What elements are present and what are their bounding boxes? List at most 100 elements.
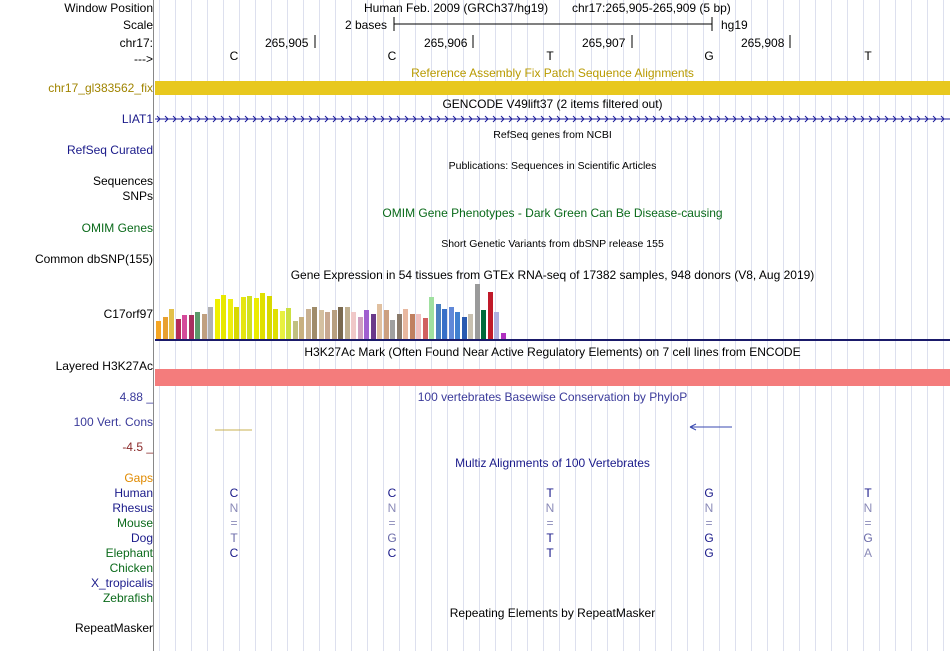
gtex-bar[interactable]	[201, 314, 207, 339]
gtex-bar[interactable]	[494, 312, 499, 339]
gtex-bar[interactable]	[435, 304, 441, 339]
gtex-bar[interactable]	[474, 284, 480, 339]
gtex-bar[interactable]	[461, 317, 467, 339]
gencode-chevron	[428, 115, 433, 123]
gtex-bar[interactable]	[429, 297, 434, 339]
species-label-x_tropicalis[interactable]: X_tropicalis	[90, 576, 153, 590]
gtex-bar[interactable]	[266, 296, 272, 339]
species-label-elephant[interactable]: Elephant	[105, 546, 153, 560]
gencode-chevron	[340, 115, 345, 123]
gtex-bar[interactable]	[221, 295, 226, 339]
species-label-dog[interactable]: Dog	[130, 531, 153, 545]
gtex-bar[interactable]	[487, 292, 493, 339]
species-label-mouse[interactable]: Mouse	[116, 516, 153, 530]
gtex-bar[interactable]	[312, 307, 317, 339]
gtex-bar[interactable]	[416, 314, 421, 339]
species-label-rhesus[interactable]: Rhesus	[112, 501, 153, 515]
phylop-title[interactable]: 100 vertebrates Basewise Conservation by…	[417, 390, 688, 404]
repeatmasker-title[interactable]: Repeating Elements by RepeatMasker	[449, 606, 656, 620]
gtex-bar[interactable]	[260, 293, 265, 339]
gtex-bar[interactable]	[351, 312, 356, 339]
publications-sequences-label[interactable]: Sequences	[92, 174, 153, 188]
species-label-chicken[interactable]: Chicken	[109, 561, 153, 575]
gtex-bar[interactable]	[377, 304, 382, 339]
species-label-zebrafish[interactable]: Zebrafish	[102, 591, 153, 605]
gtex-bar[interactable]	[442, 309, 447, 339]
omim-label[interactable]: OMIM Genes	[81, 221, 153, 235]
gtex-bar[interactable]	[383, 310, 389, 339]
gtex-label[interactable]: C17orf97	[103, 307, 153, 321]
gtex-bar[interactable]	[305, 309, 311, 339]
repeatmasker-label[interactable]: RepeatMasker	[74, 621, 153, 635]
gencode-chevron	[556, 115, 561, 123]
gencode-chevron	[900, 115, 905, 123]
gtex-bar[interactable]	[227, 299, 233, 339]
ref-base-2: C	[387, 49, 397, 63]
fix-patch-bar[interactable]	[155, 81, 950, 95]
omim-title[interactable]: OMIM Gene Phenotypes - Dark Green Can Be…	[382, 206, 723, 220]
gencode-chevron	[788, 115, 793, 123]
gencode-chevrons	[156, 115, 945, 123]
gencode-chevron	[404, 115, 409, 123]
publications-snps-label[interactable]: SNPs	[122, 189, 153, 203]
gtex-bar[interactable]	[318, 310, 324, 339]
gtex-bar[interactable]	[195, 312, 200, 339]
fix-patch-title[interactable]: Reference Assembly Fix Patch Sequence Al…	[411, 66, 694, 80]
gtex-bar[interactable]	[338, 307, 343, 339]
gtex-bar[interactable]	[325, 312, 330, 339]
gtex-bar[interactable]	[279, 311, 285, 339]
gtex-bar[interactable]	[481, 310, 486, 339]
gtex-bar[interactable]	[182, 315, 187, 339]
gtex-bar[interactable]	[292, 321, 298, 339]
gencode-chevron	[188, 115, 193, 123]
gtex-bar[interactable]	[403, 309, 408, 339]
gtex-bar[interactable]	[409, 314, 415, 339]
gtex-bar[interactable]	[468, 314, 473, 339]
gencode-label[interactable]: LIAT1	[121, 112, 153, 126]
gtex-bar[interactable]	[286, 308, 291, 339]
gtex-bar[interactable]	[299, 317, 304, 339]
publications-title[interactable]: Publications: Sequences in Scientific Ar…	[448, 160, 657, 172]
gtex-bar[interactable]	[156, 321, 161, 339]
gtex-bar[interactable]	[390, 320, 395, 339]
gtex-bar[interactable]	[253, 298, 259, 339]
gtex-bar[interactable]	[234, 307, 239, 339]
gencode-gene-svg[interactable]	[155, 110, 950, 128]
gtex-bar[interactable]	[169, 309, 174, 339]
gtex-bar[interactable]	[331, 310, 337, 339]
h3k27ac-bar[interactable]	[155, 369, 950, 386]
alignment-base: G	[704, 546, 714, 560]
gtex-bar[interactable]	[214, 299, 220, 339]
gtex-bar[interactable]	[208, 307, 213, 339]
gtex-bar[interactable]	[448, 307, 454, 339]
gtex-bar[interactable]	[357, 317, 363, 339]
gtex-bar[interactable]	[364, 310, 369, 339]
gtex-bar[interactable]	[240, 297, 246, 339]
gtex-bar[interactable]	[175, 319, 181, 339]
gtex-bar[interactable]	[455, 312, 460, 339]
dbsnp-label[interactable]: Common dbSNP(155)	[34, 252, 153, 266]
gtex-bar[interactable]	[370, 314, 376, 339]
refseq-label[interactable]: RefSeq Curated	[66, 143, 153, 157]
h3k27ac-label[interactable]: Layered H3K27Ac	[55, 359, 153, 373]
gencode-title[interactable]: GENCODE V49lift37 (2 items filtered out)	[442, 97, 663, 111]
gtex-title[interactable]: Gene Expression in 54 tissues from GTEx …	[290, 268, 815, 282]
refseq-title[interactable]: RefSeq genes from NCBI	[493, 129, 612, 141]
multiz-title[interactable]: Multiz Alignments of 100 Vertebrates	[455, 456, 650, 470]
gencode-chevron	[644, 115, 649, 123]
species-label-human[interactable]: Human	[114, 486, 153, 500]
fix-patch-label[interactable]: chr17_gl383562_fix	[48, 81, 153, 95]
h3k27ac-title[interactable]: H3K27Ac Mark (Often Found Near Active Re…	[304, 345, 801, 359]
gtex-bar[interactable]	[188, 315, 194, 339]
gtex-bar[interactable]	[247, 296, 252, 339]
gtex-bar[interactable]	[422, 318, 428, 339]
gtex-bar[interactable]	[396, 314, 402, 339]
gaps-label[interactable]: Gaps	[124, 471, 153, 485]
phylop-label[interactable]: 100 Vert. Cons	[73, 415, 153, 429]
gtex-bar[interactable]	[344, 307, 350, 339]
gtex-bar[interactable]	[273, 309, 278, 339]
gtex-bar[interactable]	[162, 317, 168, 339]
gtex-bar[interactable]	[500, 333, 506, 339]
gtex-chart[interactable]	[155, 284, 950, 339]
dbsnp-title[interactable]: Short Genetic Variants from dbSNP releas…	[441, 238, 664, 250]
